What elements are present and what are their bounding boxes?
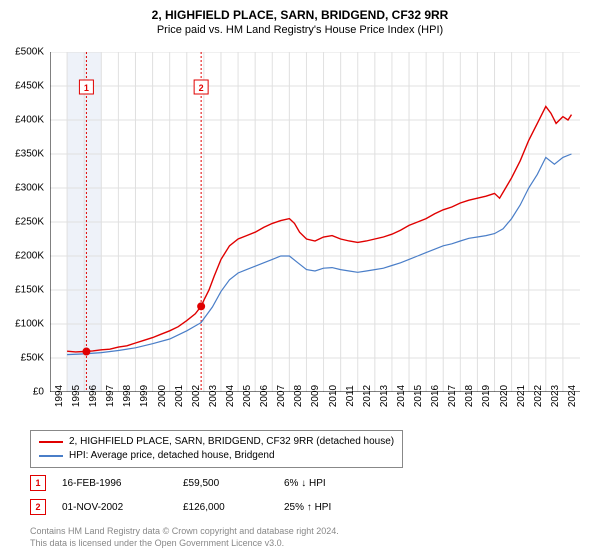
footer-line2: This data is licensed under the Open Gov… bbox=[30, 537, 339, 549]
marker-legend-row: 2 01-NOV-2002 £126,000 25% ↑ HPI bbox=[30, 499, 374, 515]
x-tick-label: 2010 bbox=[328, 385, 339, 407]
marker-number-box: 2 bbox=[30, 499, 46, 515]
x-tick-label: 2021 bbox=[516, 385, 527, 407]
marker-price: £126,000 bbox=[183, 502, 268, 513]
x-tick-label: 2023 bbox=[550, 385, 561, 407]
marker-pct: 25% ↑ HPI bbox=[284, 502, 374, 513]
x-tick-label: 2011 bbox=[345, 385, 356, 407]
x-tick-label: 2001 bbox=[174, 385, 185, 407]
svg-text:2: 2 bbox=[199, 83, 204, 93]
y-tick-label: £450K bbox=[15, 81, 44, 92]
x-tick-label: 2016 bbox=[430, 385, 441, 407]
x-tick-label: 2015 bbox=[413, 385, 424, 407]
x-tick-label: 2020 bbox=[499, 385, 510, 407]
legend-swatch bbox=[39, 455, 63, 457]
x-tick-label: 1995 bbox=[71, 385, 82, 407]
chart-title: 2, HIGHFIELD PLACE, SARN, BRIDGEND, CF32… bbox=[0, 0, 600, 22]
legend-item: 2, HIGHFIELD PLACE, SARN, BRIDGEND, CF32… bbox=[39, 435, 394, 449]
x-tick-label: 2013 bbox=[379, 385, 390, 407]
y-tick-label: £0 bbox=[33, 387, 44, 398]
legend-label: 2, HIGHFIELD PLACE, SARN, BRIDGEND, CF32… bbox=[69, 435, 394, 449]
x-tick-label: 2002 bbox=[191, 385, 202, 407]
chart-svg: 12 bbox=[50, 52, 580, 392]
legend: 2, HIGHFIELD PLACE, SARN, BRIDGEND, CF32… bbox=[30, 430, 403, 468]
marker-number-box: 1 bbox=[30, 475, 46, 491]
x-tick-label: 2018 bbox=[464, 385, 475, 407]
x-tick-label: 2017 bbox=[447, 385, 458, 407]
y-tick-label: £300K bbox=[15, 183, 44, 194]
x-tick-label: 2004 bbox=[225, 385, 236, 407]
marker-date: 01-NOV-2002 bbox=[62, 502, 167, 513]
marker-legend: 1 16-FEB-1996 £59,500 6% ↓ HPI 2 01-NOV-2002 £… bbox=[30, 475, 374, 523]
legend-swatch bbox=[39, 441, 63, 443]
x-tick-label: 2009 bbox=[310, 385, 321, 407]
chart-plot-area: 12 £0£50K£100K£150K£200K£250K£300K£350K£… bbox=[50, 52, 580, 392]
marker-pct: 6% ↓ HPI bbox=[284, 478, 374, 489]
x-tick-label: 2019 bbox=[481, 385, 492, 407]
x-tick-label: 2008 bbox=[293, 385, 304, 407]
legend-item: HPI: Average price, detached house, Brid… bbox=[39, 449, 394, 463]
footer: Contains HM Land Registry data © Crown c… bbox=[30, 525, 339, 549]
y-tick-label: £250K bbox=[15, 217, 44, 228]
y-tick-label: £350K bbox=[15, 149, 44, 160]
x-tick-label: 2006 bbox=[259, 385, 270, 407]
x-tick-label: 1996 bbox=[88, 385, 99, 407]
y-tick-label: £200K bbox=[15, 251, 44, 262]
x-tick-label: 2022 bbox=[533, 385, 544, 407]
x-tick-label: 2014 bbox=[396, 385, 407, 407]
marker-price: £59,500 bbox=[183, 478, 268, 489]
marker-legend-row: 1 16-FEB-1996 £59,500 6% ↓ HPI bbox=[30, 475, 374, 491]
footer-line1: Contains HM Land Registry data © Crown c… bbox=[30, 525, 339, 537]
x-tick-label: 2005 bbox=[242, 385, 253, 407]
y-tick-label: £500K bbox=[15, 47, 44, 58]
marker-date: 16-FEB-1996 bbox=[62, 478, 167, 489]
chart-container: 2, HIGHFIELD PLACE, SARN, BRIDGEND, CF32… bbox=[0, 0, 600, 560]
x-tick-label: 2024 bbox=[567, 385, 578, 407]
y-tick-label: £100K bbox=[15, 319, 44, 330]
x-tick-label: 2000 bbox=[157, 385, 168, 407]
chart-subtitle: Price paid vs. HM Land Registry's House … bbox=[0, 22, 600, 36]
y-tick-label: £400K bbox=[15, 115, 44, 126]
x-tick-label: 1999 bbox=[139, 385, 150, 407]
x-tick-label: 2007 bbox=[276, 385, 287, 407]
x-tick-label: 1994 bbox=[54, 385, 65, 407]
x-tick-label: 2003 bbox=[208, 385, 219, 407]
svg-text:1: 1 bbox=[84, 83, 89, 93]
x-tick-label: 1997 bbox=[105, 385, 116, 407]
y-tick-label: £150K bbox=[15, 285, 44, 296]
x-tick-label: 2012 bbox=[362, 385, 373, 407]
y-tick-label: £50K bbox=[21, 353, 44, 364]
legend-label: HPI: Average price, detached house, Brid… bbox=[69, 449, 275, 463]
x-tick-label: 1998 bbox=[122, 385, 133, 407]
